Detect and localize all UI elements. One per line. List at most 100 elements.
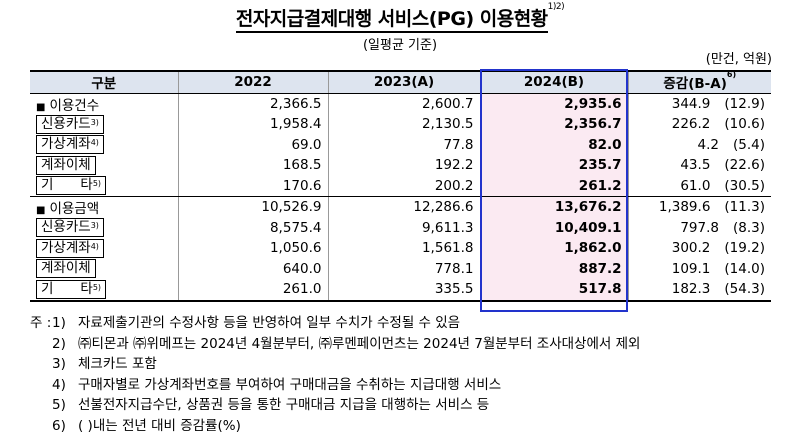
row-label: 계좌이체 — [30, 155, 178, 176]
cell-y2024: 82.0 — [479, 134, 628, 155]
bullet-icon: ■ — [36, 205, 46, 217]
cell-y2023: 335.5 — [327, 279, 480, 302]
header-2023: 2023(A) — [327, 70, 480, 94]
row-label-text: 기 타 — [41, 177, 93, 194]
table-row: 신용카드3) 8,575.4 9,611.3 10,409.1 797.8 (8.3) — [30, 217, 771, 239]
cell-y2022: 168.5 — [177, 155, 328, 176]
row-label-box: 계좌이체 — [36, 155, 96, 175]
row-footnote: 5) — [92, 282, 102, 292]
row-label-text: 가상계좌 — [41, 136, 91, 153]
group-label: 이용건수 — [49, 97, 100, 114]
cell-y2023: 9,611.3 — [327, 217, 480, 238]
cell-diff: 4.2 (5.4) — [627, 134, 771, 155]
cell-y2024: 2,356.7 — [479, 114, 628, 135]
table-row: 계좌이체 168.5 192.2 235.7 43.5 (22.6) — [30, 155, 771, 176]
cell-y2023: 12,286.6 — [327, 196, 480, 218]
diff-value: 182.3 — [671, 281, 711, 298]
row-label: 신용카드3) — [30, 114, 178, 135]
diff-value: 1,389.6 — [658, 199, 711, 216]
row-label-box: 가상계좌4) — [36, 238, 104, 258]
diff-value: 4.2 — [697, 136, 719, 153]
cell-y2022: 261.0 — [177, 279, 328, 302]
cell-y2023: 778.1 — [327, 258, 480, 279]
cell-y2024: 2,935.6 — [479, 93, 628, 114]
footnote-number: 3) — [52, 356, 66, 373]
footnote-number: 6) — [52, 417, 66, 434]
cell-y2024: 1,862.0 — [479, 238, 628, 259]
cell-y2024: 13,676.2 — [479, 196, 628, 218]
row-label: ■ 이용금액 — [30, 197, 178, 218]
row-label: 가상계좌4) — [30, 238, 178, 259]
cell-y2022: 640.0 — [177, 258, 328, 279]
footnote-text: ( )내는 전년 대비 증감률(%) — [78, 417, 241, 434]
footnote-item: 주 :1) 자료제출기관의 수정사항 등을 반영하여 일부 수치가 수정될 수 있… — [30, 313, 640, 334]
row-label: 기 타5) — [30, 175, 178, 197]
table-row: 가상계좌4) 1,050.6 1,561.8 1,862.0 300.2 (19.2) — [30, 238, 771, 259]
cell-y2022: 1,958.4 — [177, 114, 328, 135]
row-label-box: 가상계좌4) — [36, 135, 104, 155]
cell-y2024: 10,409.1 — [479, 217, 628, 238]
page-title: 전자지급결제대행 서비스(PG) 이용현황1)2) — [0, 2, 800, 33]
row-label-box: 계좌이체 — [36, 259, 96, 279]
row-label-text: 신용카드 — [41, 115, 91, 132]
footnote-item: 6) ( )내는 전년 대비 증감률(%) — [30, 416, 640, 437]
cell-diff: 300.2 (19.2) — [627, 238, 771, 259]
title-footnote: 1)2) — [547, 2, 565, 12]
pg-usage-table: 구분 2022 2023(A) 2024(B) 증감(B-A)6) ■ 이용건수 2… — [30, 70, 771, 302]
row-label-box: 기 타5) — [36, 176, 107, 196]
cell-y2023: 1,561.8 — [327, 238, 480, 259]
table-row-group-total: ■ 이용금액 10,526.9 12,286.6 13,676.2 1,389.6 (11.… — [30, 196, 771, 218]
cell-diff: 344.9 (12.9) — [627, 93, 771, 114]
row-footnote: 3) — [90, 221, 99, 231]
group-label: 이용금액 — [49, 201, 100, 218]
diff-value: 109.1 — [671, 260, 711, 277]
table-row: 기 타5) 261.0 335.5 517.8 182.3 (54.3) — [30, 279, 771, 302]
diff-value: 226.2 — [671, 116, 711, 133]
diff-value: 61.0 — [680, 177, 711, 194]
table-body: ■ 이용건수 2,366.5 2,600.7 2,935.6 344.9 (12.9) 신용카… — [30, 93, 771, 302]
row-label-text: 계좌이체 — [41, 260, 91, 277]
diff-rate: (10.6) — [724, 116, 765, 133]
footnote-text: 구매자별로 가상계좌번호를 부여하여 구매대금을 수취하는 지급대행 서비스 — [78, 376, 502, 393]
row-footnote: 5) — [92, 179, 102, 189]
header-diff: 증감(B-A)6) — [627, 70, 771, 94]
diff-rate: (8.3) — [732, 219, 765, 236]
cell-y2024: 517.8 — [479, 279, 628, 302]
cell-diff: 182.3 (54.3) — [627, 279, 771, 302]
diff-rate: (19.2) — [724, 240, 765, 257]
footnote-item: 2) ㈜티몬과 ㈜위메프는 2024년 4월분부터, ㈜루멘페이먼츠는 2024년… — [30, 334, 640, 355]
row-label: ■ 이용건수 — [30, 93, 178, 114]
row-label-box: 신용카드3) — [36, 218, 104, 238]
diff-value: 797.8 — [680, 219, 719, 236]
cell-y2023: 77.8 — [327, 134, 480, 155]
cell-y2022: 69.0 — [177, 134, 328, 155]
diff-rate: (54.3) — [724, 281, 765, 298]
diff-rate: (22.6) — [724, 157, 765, 174]
table-row: 가상계좌4) 69.0 77.8 82.0 4.2 (5.4) — [30, 134, 771, 156]
footnotes: 주 :1) 자료제출기관의 수정사항 등을 반영하여 일부 수치가 수정될 수 있… — [30, 313, 640, 437]
diff-rate: (14.0) — [724, 260, 765, 277]
cell-y2022: 170.6 — [177, 175, 328, 197]
cell-diff: 61.0 (30.5) — [627, 175, 771, 197]
table-row: 기 타5) 170.6 200.2 261.2 61.0 (30.5) — [30, 175, 771, 197]
bullet-icon: ■ — [36, 101, 46, 113]
row-label: 가상계좌4) — [30, 135, 178, 156]
table-header-row: 구분 2022 2023(A) 2024(B) 증감(B-A)6) — [30, 70, 771, 94]
cell-diff: 109.1 (14.0) — [627, 258, 771, 279]
diff-rate: (11.3) — [724, 199, 765, 216]
header-category: 구분 — [30, 70, 178, 94]
row-label-text: 가상계좌 — [41, 239, 91, 256]
footnote-text: ㈜티몬과 ㈜위메프는 2024년 4월분부터, ㈜루멘페이먼츠는 2024년 7… — [78, 335, 641, 352]
footnote-text: 체크카드 포함 — [78, 356, 157, 373]
row-footnote: 3) — [90, 117, 99, 127]
row-label: 계좌이체 — [30, 259, 178, 280]
cell-y2022: 8,575.4 — [177, 217, 328, 238]
cell-y2023: 192.2 — [327, 155, 480, 176]
footnote-lead — [30, 395, 52, 416]
row-label: 신용카드3) — [30, 218, 178, 239]
cell-diff: 1,389.6 (11.3) — [627, 196, 771, 218]
footnote-item: 3) 체크카드 포함 — [30, 354, 640, 375]
diff-value: 344.9 — [671, 95, 711, 112]
footnote-text: 선불전자지급수단, 상품권 등을 통한 구매대금 지급을 대행하는 서비스 등 — [78, 397, 490, 414]
cell-y2024: 261.2 — [479, 175, 628, 197]
